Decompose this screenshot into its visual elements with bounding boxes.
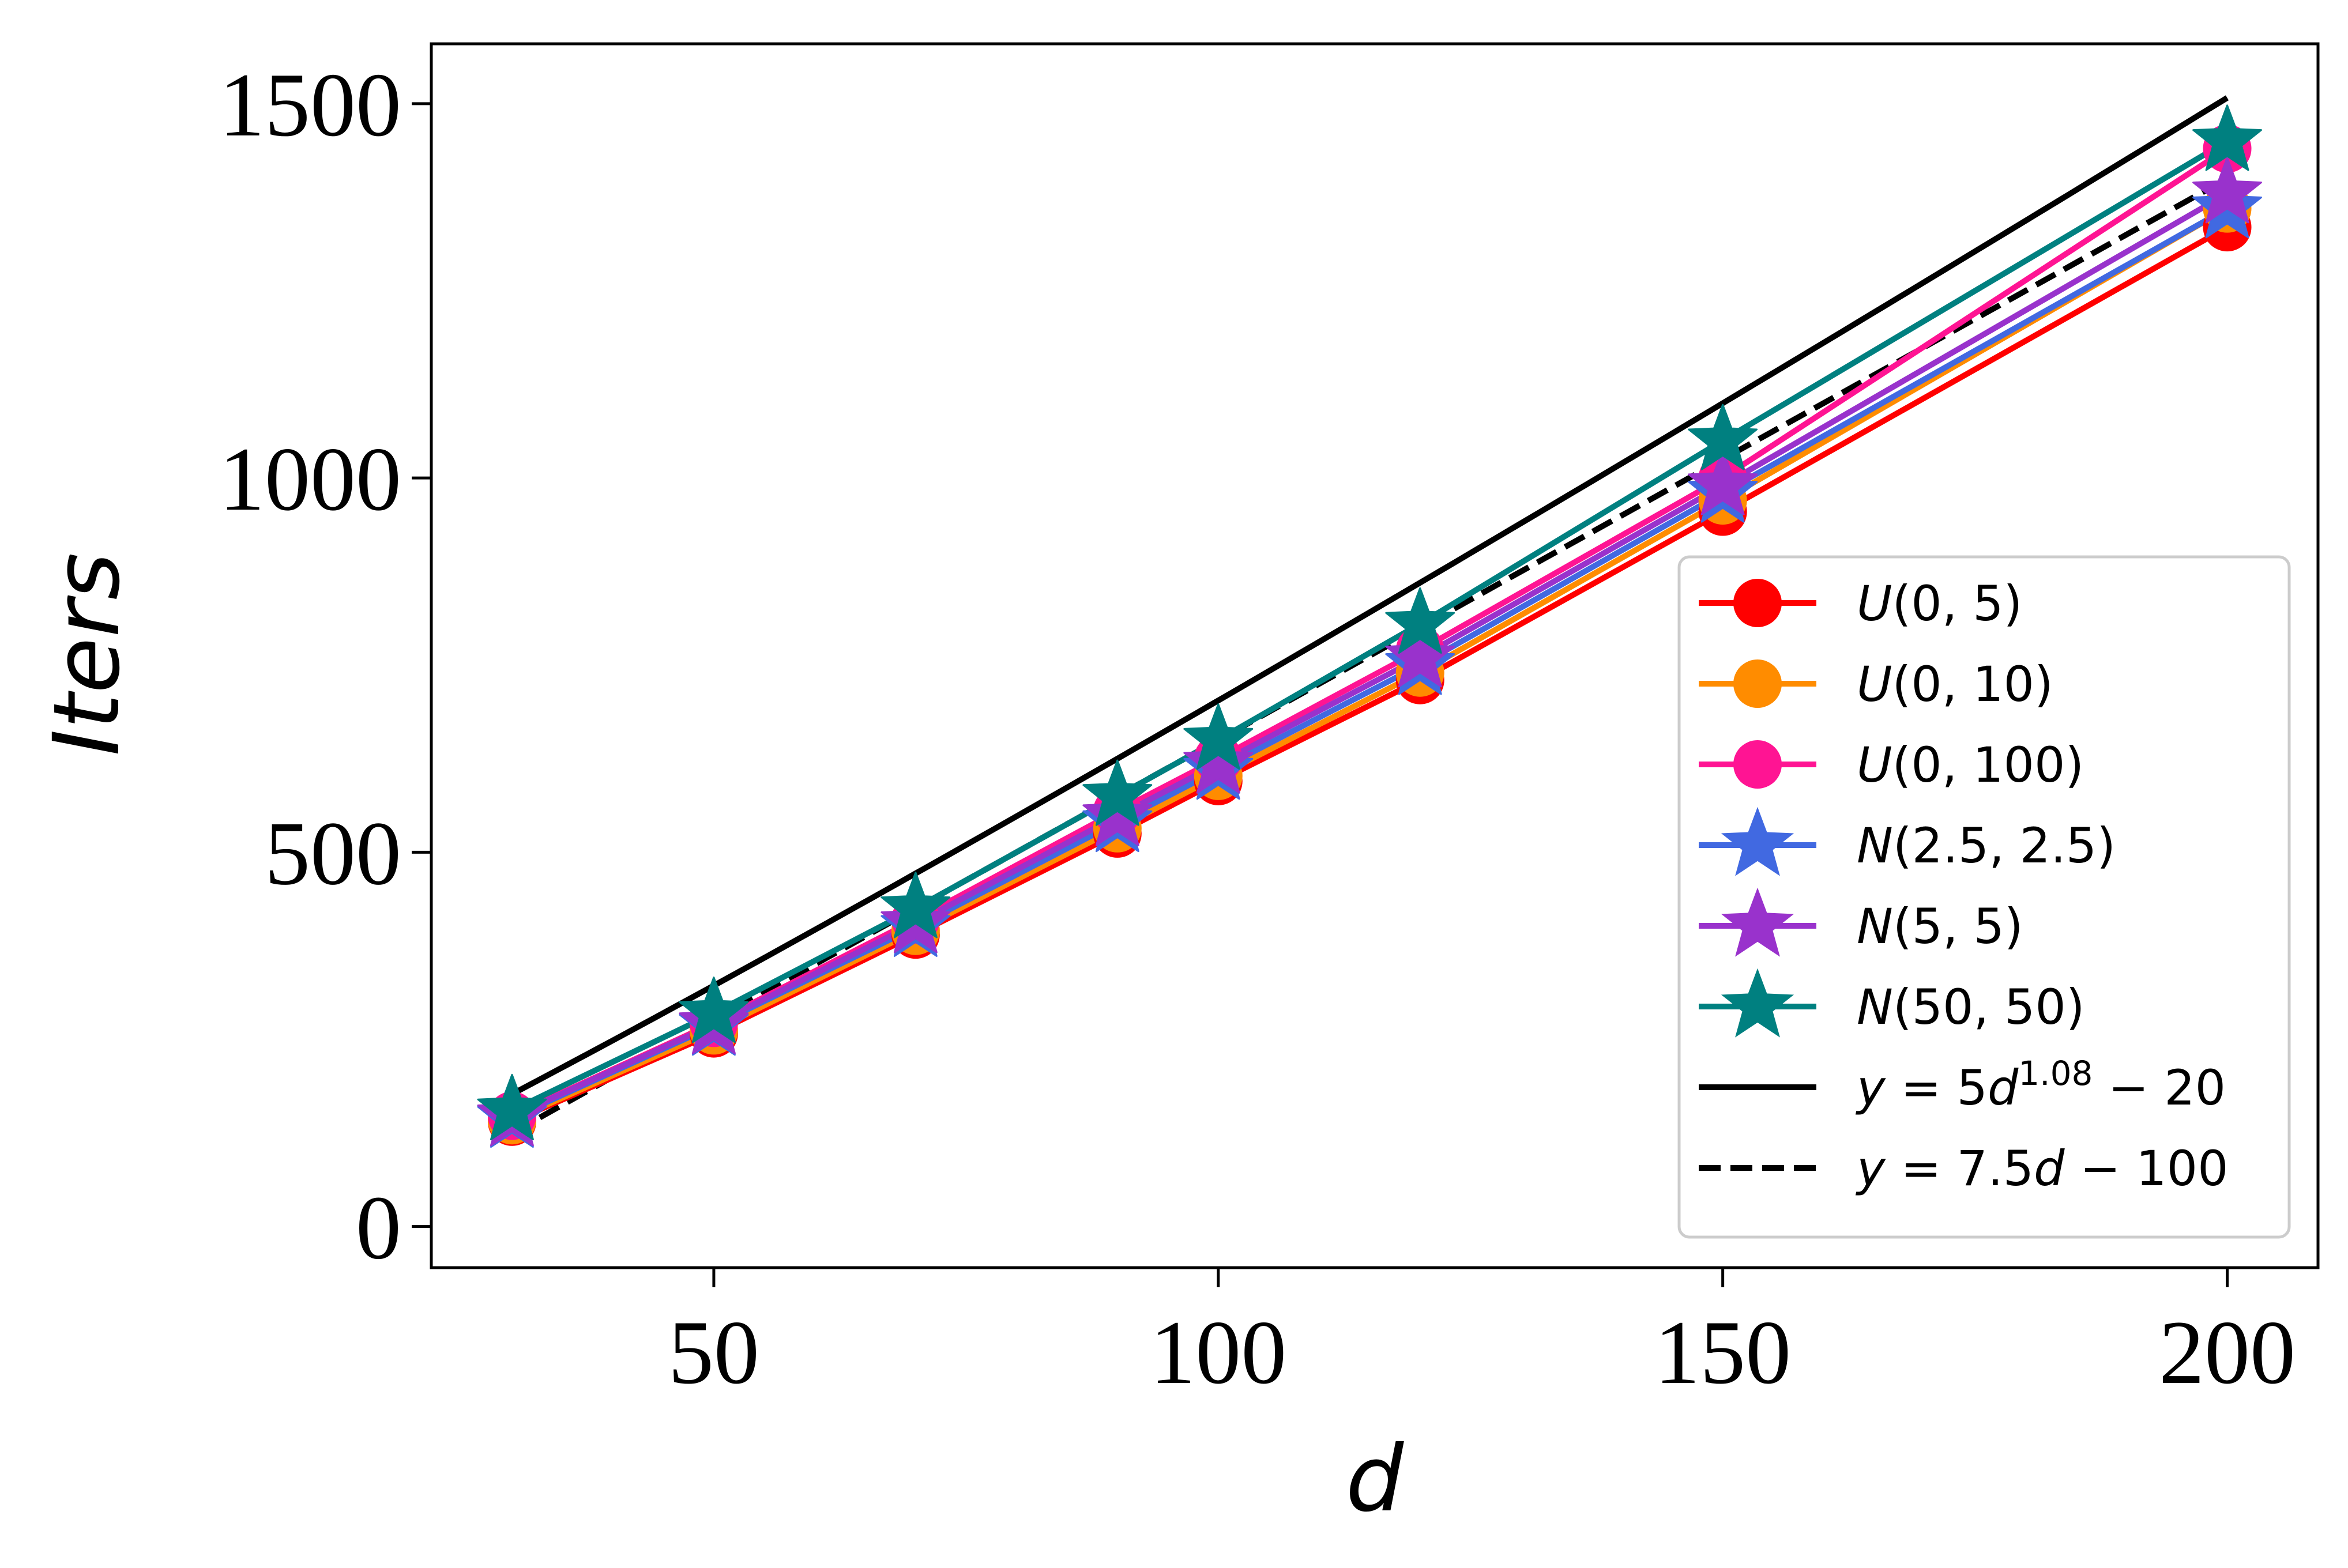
y-tick-label: 500 <box>265 803 401 904</box>
x-axis-label: d <box>1346 1426 1404 1532</box>
data-point-n-50-50 <box>679 977 749 1043</box>
y-axis-label: Iters <box>34 552 140 756</box>
data-point-n-50-50 <box>1082 759 1153 826</box>
x-tick-label: 50 <box>668 1302 759 1403</box>
x-tick-label: 100 <box>1150 1302 1286 1403</box>
plot-lines <box>510 95 2229 1136</box>
legend-entry-u-0-5: U(0, 5) <box>1699 575 2022 632</box>
legend-label: N(2.5, 2.5) <box>1857 817 2116 874</box>
legend-marker <box>1733 579 1782 627</box>
data-point-n-5-5 <box>1385 621 1455 688</box>
legend-marker <box>1733 740 1782 789</box>
legend-entry-u-0-10: U(0, 10) <box>1699 656 2053 713</box>
legend-entry-y-5d-1-08-20: y = 5d1.08 − 20 <box>1699 1054 2226 1116</box>
legend-frame <box>1677 555 2291 1239</box>
plot-frame <box>430 42 2320 1269</box>
x-tick-label: 200 <box>2159 1302 2296 1403</box>
legend-entry-n-5-5: N(5, 5) <box>1699 887 2023 957</box>
data-point-n-50-50 <box>1183 703 1254 770</box>
series-line-n-50-50 <box>510 138 2229 1113</box>
y-tick-label: 0 <box>356 1178 401 1279</box>
data-point-n-50-50 <box>880 872 951 938</box>
data-point-n-50-50 <box>2192 104 2262 171</box>
legend-entry-n-2-5-2-5: N(2.5, 2.5) <box>1699 806 2116 876</box>
legend-label: U(0, 10) <box>1857 656 2053 713</box>
legend-marker <box>1721 887 1794 957</box>
data-point-n-50-50 <box>1385 587 1455 654</box>
legend-label: y = 7.5d − 100 <box>1855 1140 2229 1197</box>
legend-label: U(0, 100) <box>1857 737 2084 793</box>
data-point-n-5-5 <box>1082 779 1153 846</box>
x-tick-label: 150 <box>1654 1302 1791 1403</box>
legend-label: y = 5d1.08 − 20 <box>1855 1054 2226 1116</box>
legend-label: N(50, 50) <box>1857 979 2085 1035</box>
data-point-n-5-5 <box>1688 448 1758 515</box>
legend-label: N(5, 5) <box>1857 898 2023 955</box>
data-point-n-50-50 <box>1688 404 1758 470</box>
y-tick-label: 1500 <box>219 55 401 156</box>
data-point-n-5-5 <box>2192 157 2262 224</box>
legend-entry-y-7-5d-100: y = 7.5d − 100 <box>1699 1140 2229 1197</box>
legend-label: U(0, 5) <box>1857 575 2022 632</box>
reference-line-power <box>510 95 2229 1097</box>
legend-marker <box>1721 968 1794 1038</box>
legend-marker <box>1721 806 1794 876</box>
y-tick-label: 1000 <box>219 429 401 530</box>
legend-entry-n-50-50: N(50, 50) <box>1699 968 2085 1038</box>
plot-markers <box>477 104 2262 1148</box>
legend-marker <box>1733 659 1782 708</box>
x-axis: 50 100 150 200 <box>668 1268 2296 1403</box>
series-line-n-5-5 <box>510 191 2229 1120</box>
legend-entry-u-0-100: U(0, 100) <box>1699 737 2084 793</box>
data-point-n-50-50 <box>477 1073 547 1140</box>
y-axis: 0 500 1000 1500 <box>219 55 431 1279</box>
data-point-n-5-5 <box>1183 727 1254 794</box>
legend: U(0, 5) U(0, 10) U(0, 100) N(2.5, 2.5) N(5, … <box>1677 555 2291 1239</box>
